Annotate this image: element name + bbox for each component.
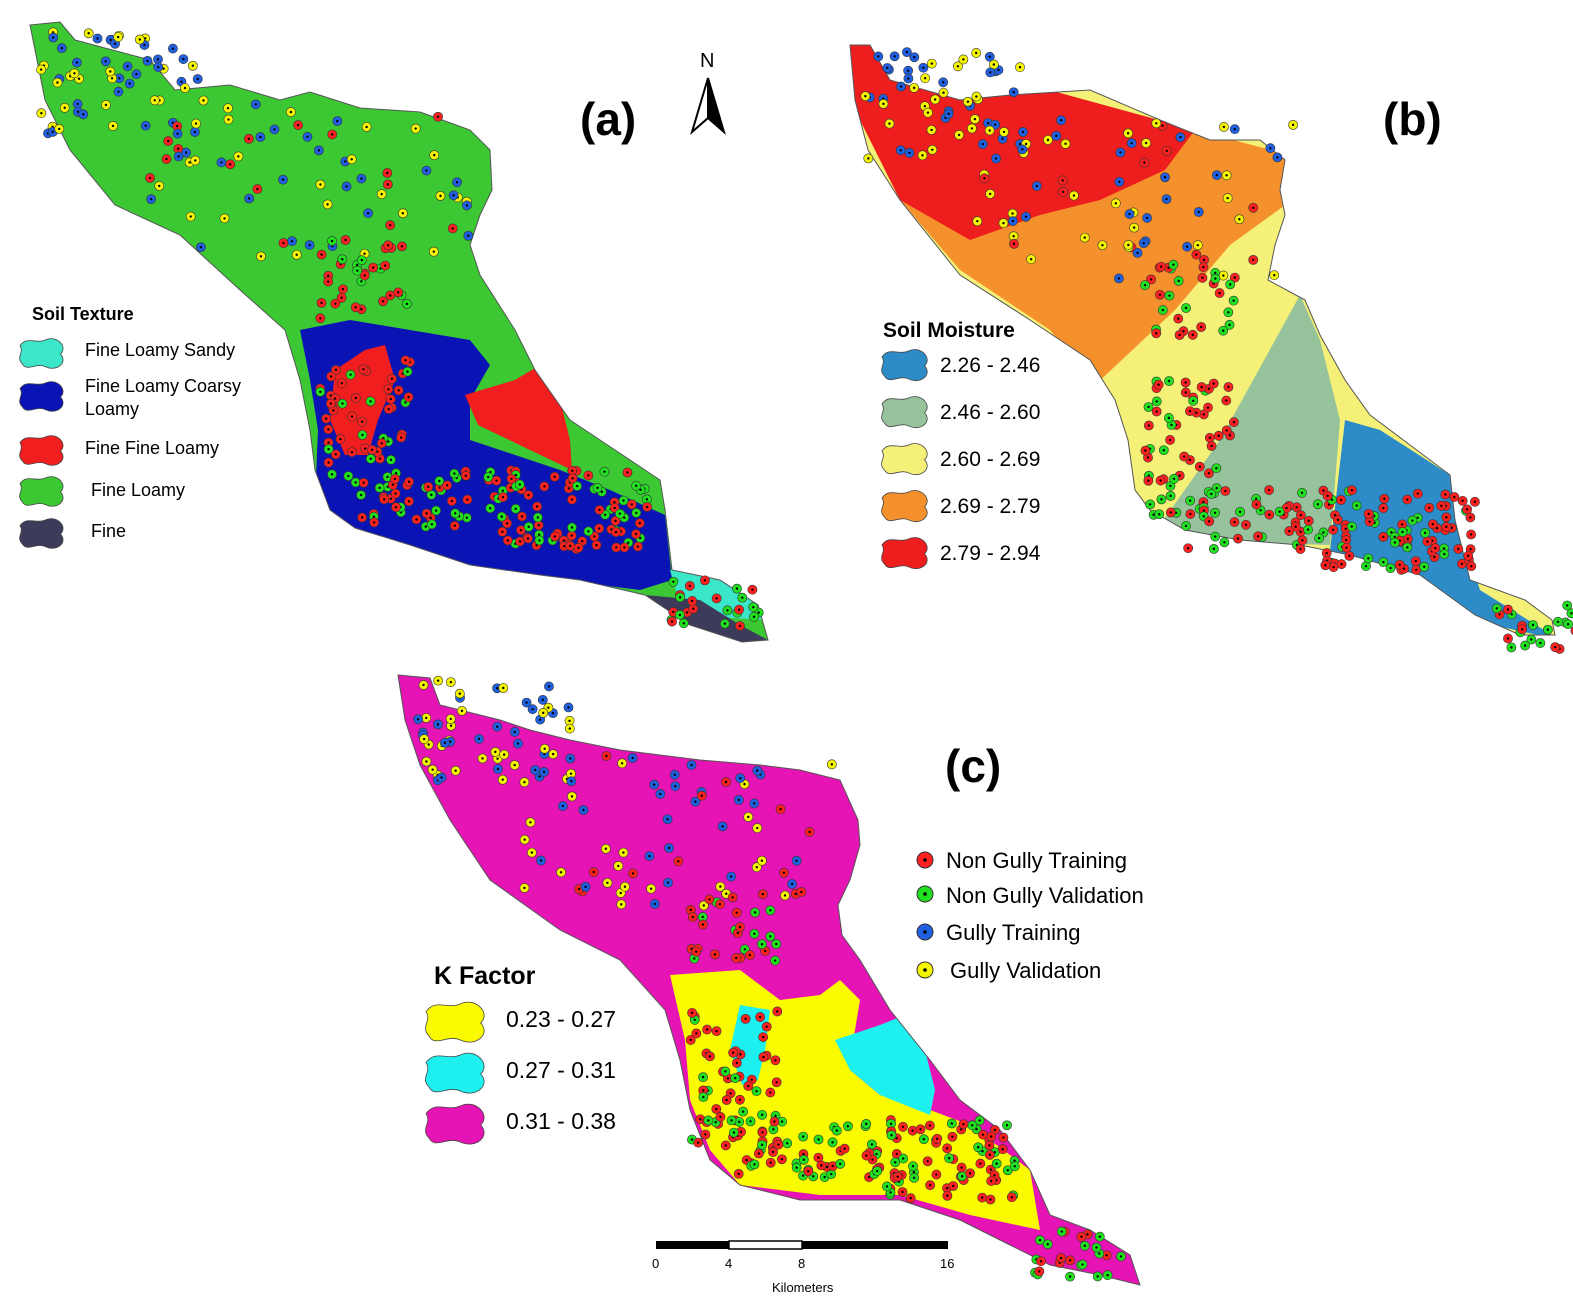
legend-swatch (19, 518, 64, 549)
legend-label: Loamy (85, 399, 140, 419)
legend-swatch (19, 435, 64, 466)
legend-label: 2.60 - 2.69 (940, 448, 1041, 471)
panel-label-c: (c) (945, 740, 1002, 792)
scale-tick-label: 8 (798, 1256, 806, 1271)
legend-swatch (19, 476, 64, 507)
legend-title: Soil Moisture (883, 319, 1015, 342)
north-letter: N (700, 50, 715, 72)
zone-fine (645, 595, 768, 642)
legend-label: Fine Loamy Sandy (85, 340, 236, 360)
sample-point (1570, 626, 1573, 635)
legend-label: 2.26 - 2.46 (940, 354, 1041, 377)
legend-label: Non Gully Training (946, 848, 1127, 873)
legend-label: Gully Training (946, 920, 1081, 945)
k-factor-legend: K Factor 0.23 - 0.27 0.27 - 0.31 0.31 - … (420, 962, 650, 1142)
legend-label: 2.46 - 2.60 (940, 401, 1041, 424)
gully-points-layer (36, 27, 764, 631)
legend-label: Fine (91, 521, 127, 541)
soil-moisture-legend: Soil Moisture 2.26 - 2.46 2.46 - 2.60 2.… (880, 316, 1120, 576)
legend-label: Fine Loamy Coarsy (85, 376, 242, 396)
north-arrow-icon (690, 77, 726, 136)
scale-tick-label: 4 (725, 1256, 733, 1271)
zone-2.46-2.60 (1160, 295, 1340, 545)
legend-swatch (19, 381, 64, 412)
legend-label: Fine Loamy (91, 480, 186, 500)
legend-label: Gully Validation (950, 958, 1102, 983)
points-legend: Non Gully Training Non Gully Validation … (900, 846, 1200, 996)
legend-label: Fine Fine Loamy (85, 438, 220, 458)
legend-swatch (881, 490, 928, 522)
legend-swatch (881, 349, 928, 381)
legend-swatch (881, 443, 928, 475)
gully-points-layer (860, 47, 1573, 654)
legend-label: 0.23 - 0.27 (506, 1006, 616, 1032)
legend-swatch (19, 338, 64, 369)
legend-swatch (425, 1001, 485, 1043)
legend-label: 2.69 - 2.79 (940, 495, 1041, 518)
legend-label: 2.79 - 2.94 (940, 542, 1041, 565)
sample-point (1566, 608, 1573, 619)
gully-points-layer (413, 675, 1126, 1282)
legend-title: Soil Texture (32, 304, 134, 324)
panel-label-a: (a) (580, 93, 637, 145)
legend-swatch (881, 537, 928, 569)
legend-swatch (425, 1052, 485, 1094)
legend-label: Non Gully Validation (946, 883, 1144, 908)
zone-0.27-0.31 (835, 1015, 935, 1115)
legend-label: 0.27 - 0.31 (506, 1057, 616, 1083)
legend-label: 0.31 - 0.38 (506, 1108, 616, 1134)
scale-tick-label: 0 (652, 1256, 660, 1271)
panel-label-b: (b) (1383, 93, 1442, 145)
legend-swatches (19, 338, 934, 1145)
legend-swatch (425, 1103, 485, 1145)
zone-fine-fine-loamy (465, 365, 572, 470)
legend-title: K Factor (434, 962, 536, 990)
scale-bar (656, 1240, 948, 1250)
scale-unit-label: Kilometers (772, 1280, 834, 1295)
soil-texture-legend: Soil Texture Fine Loamy Sandy Fine Loamy… (20, 304, 300, 564)
legend-swatch (881, 396, 928, 428)
scale-tick-label: 16 (940, 1256, 955, 1271)
